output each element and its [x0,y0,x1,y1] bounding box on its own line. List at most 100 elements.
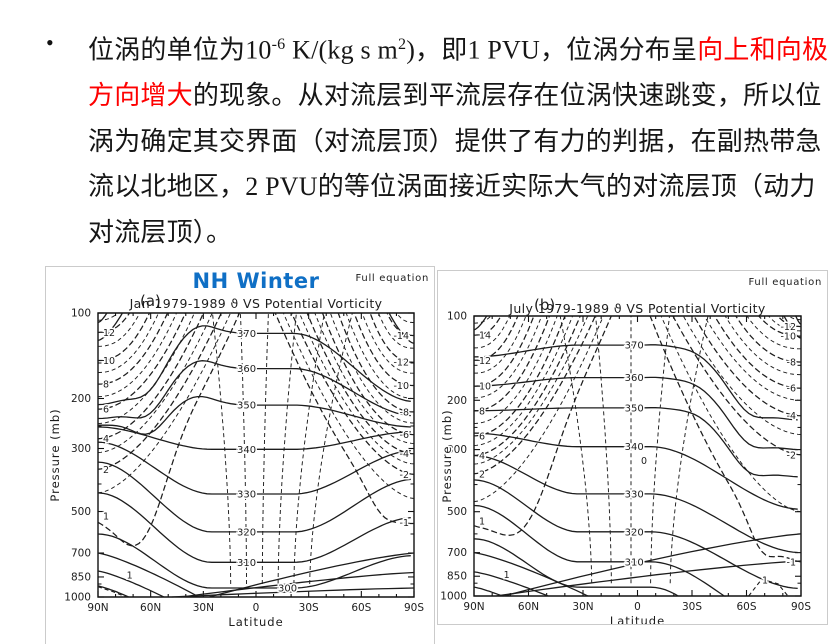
tropical-pv-contour [277,312,297,585]
pv-contour [97,312,222,470]
contour-label-extra: 1 [504,570,510,581]
panel-title-b: July 1979-1989 ϑ VS Potential Vorticity [509,301,766,316]
pv-contour-label: 1 [103,511,109,522]
pv-contour [473,315,527,374]
x-tick-label: 30N [572,601,593,613]
theta-ground-contour [496,560,802,597]
pv-contour [97,312,241,547]
theta-contour-label: 370 [237,329,256,340]
bullet-paragraph: 位涡的单位为10-6 K/(kg s m2)，即1 PVU，位涡分布呈向上和向极… [88,22,828,255]
x-tick-label: 90N [463,601,484,613]
pv-contour-label: 12 [479,356,491,367]
pv-contour [274,312,414,525]
theta-corner-contour [97,312,108,324]
x-tick-label: 60S [736,601,756,613]
x-tick-label: 60N [518,601,539,613]
x-tick-label: 30N [193,602,214,614]
y-axis-title: Pressure (mb) [48,408,62,501]
y-tick-label: 850 [71,571,91,583]
pv-contour-label: 2 [103,465,109,476]
pv-fragment [748,578,789,597]
pv-contour-label: 12 [103,328,115,339]
pv-contour [474,315,535,387]
pv-contour-label: -6 [787,384,796,395]
theta-contour [97,492,411,563]
pv-contour-label: 6 [103,405,109,416]
pv-contour [314,312,415,444]
pv-contour [474,315,502,336]
text-line: 方向增大的现象。从对流层到平流层存在位涡快速跳变，所以位 [88,73,828,119]
theta-corner-contour [473,315,488,331]
pv-contour [386,312,414,337]
pv-contour [473,315,612,536]
body-text: 流以北地区，2 PVU的等位涡面接近实际大气的对流层顶（动力 [88,172,816,202]
pv-contour-label: 4 [103,434,109,445]
pv-contour [473,315,551,412]
x-tick-label: 90N [87,602,108,614]
theta-contour [473,504,727,597]
highlighted-text: 方向增大 [88,81,193,111]
pv-contour-label: 2 [479,469,485,480]
theta-contour [473,407,798,478]
body-text: -6 [271,36,286,53]
y-tick-label: 850 [447,571,467,583]
pv-contour-label: -4 [400,449,409,460]
theta-contour-label: 370 [625,341,644,352]
pv-contour-label: -10 [780,332,796,343]
figure-panel-a: NH Winter Full equation (a) Jan 1979-198… [45,266,435,644]
theta-contour-label: 360 [237,364,256,375]
y-tick-label: 500 [71,506,91,518]
theta-contour-label: 340 [237,445,256,456]
pv-contour [649,315,802,563]
highlighted-text: 向上和向极 [697,35,829,65]
tropical-pv-contour [595,315,612,584]
figure-panel-b: Full equation (b) July 1979-1989 ϑ VS Po… [437,270,828,625]
bullet-icon: • [46,30,54,55]
pv-contour-label: -8 [400,407,409,418]
tropical-pv-contour [261,312,269,584]
body-text: 对流层顶）。 [88,217,233,247]
theta-contour-label: 310 [237,558,256,569]
pv-contour [693,315,802,417]
pv-contour [98,312,141,347]
y-tick-label: 700 [71,548,91,560]
pv-contour [473,315,566,437]
pv-contour [473,315,589,465]
theta-contour-label: 350 [625,403,644,414]
theta-contour-label: 320 [237,527,256,538]
pv-contour [758,315,801,337]
pv-contour-label: 4 [479,451,485,462]
y-axis-title: Pressure (mb) [440,409,454,502]
pv-contour-label: 1 [479,517,485,528]
pv-contour-label: -6 [400,430,409,441]
pv-contour [361,312,415,374]
theta-contour [97,426,411,450]
tropical-pv-contour [293,312,325,585]
contour-label-extra: 0 [641,456,647,467]
theta-contour-label: 360 [625,373,644,384]
pv-contour [97,312,213,453]
pv-contour [98,312,159,373]
text-line: 对流层顶）。 [88,210,828,256]
y-tick-label: 500 [447,506,467,518]
pv-contour [474,315,519,361]
theta-contour [473,538,679,597]
pv-fragment [97,586,127,598]
x-tick-label: 90S [791,601,811,613]
pv-contour [353,312,414,387]
pv-contour [98,312,131,334]
body-text: 涡为确定其交界面（对流层顶）提供了有力的判据，在副热带急 [88,126,822,156]
pv-contour-label: 10 [103,356,115,367]
theta-contour [473,344,798,421]
pv-contour [306,312,415,455]
full-equation-note-b: Full equation [748,277,822,288]
pv-contour-label: -14 [393,331,409,342]
theta-contour [473,432,798,510]
pv-contour [337,312,414,413]
pv-contour [777,315,801,328]
pv-contour [98,312,119,321]
pv-contour-label: -2 [400,470,409,481]
x-tick-label: 0 [253,602,260,614]
figure-header-nh-winter: NH Winter [192,269,320,293]
